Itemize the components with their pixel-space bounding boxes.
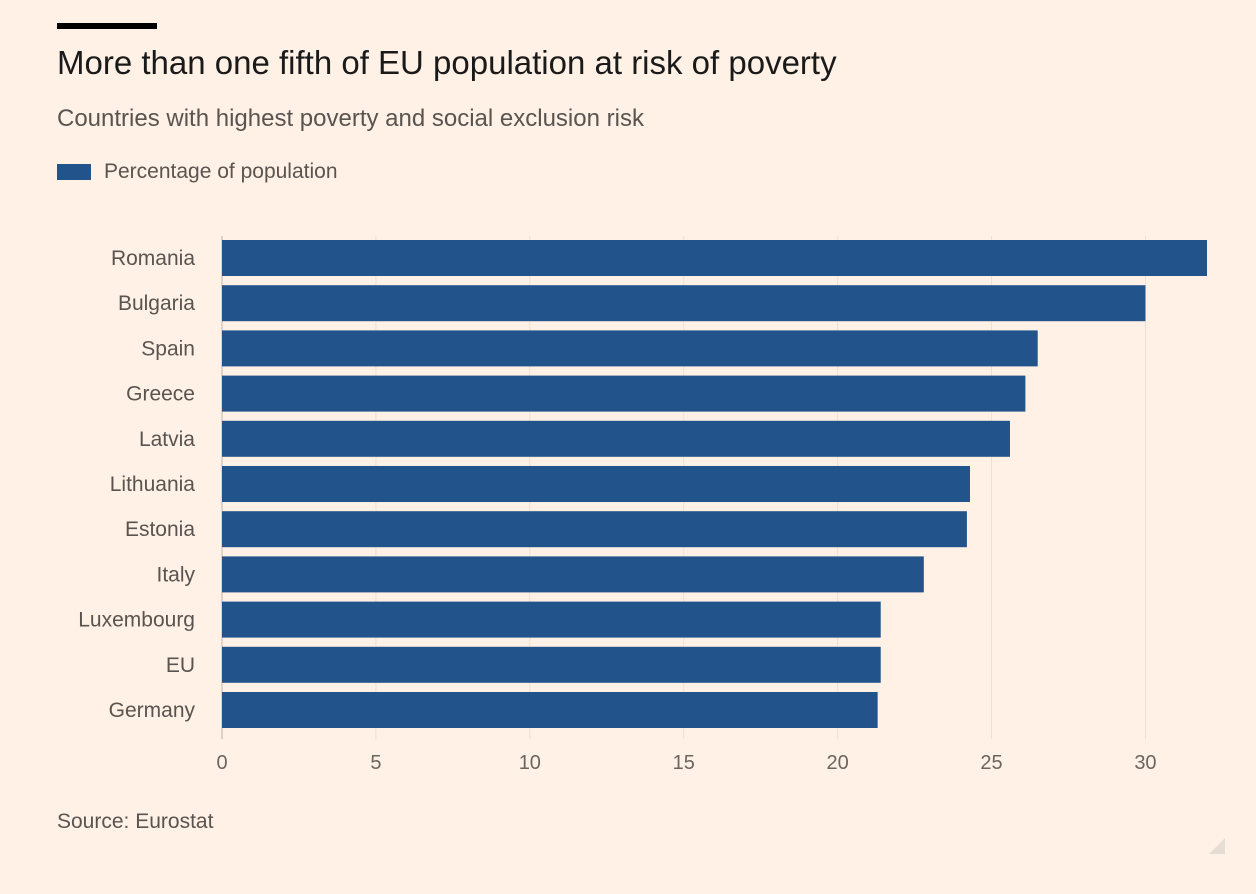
- category-label: Latvia: [139, 428, 195, 451]
- x-tick-label: 5: [370, 752, 381, 774]
- x-tick-label: 10: [519, 752, 541, 774]
- category-label: Estonia: [125, 518, 195, 541]
- category-label: Spain: [141, 337, 195, 360]
- bar-estonia: [222, 511, 967, 548]
- bar-italy: [222, 556, 924, 593]
- bar-eu: [222, 646, 881, 683]
- resize-grip-icon: [1209, 838, 1225, 854]
- x-tick-label: 30: [1134, 752, 1156, 774]
- bar-greece: [222, 375, 1026, 412]
- x-axis-ticks: 0 5 10 15 20 25 30: [216, 752, 1156, 774]
- category-label: Germany: [109, 699, 196, 722]
- category-label-layer: Romania Bulgaria Spain Greece Latvia Lithuani…: [78, 247, 195, 722]
- bar-layer: [222, 240, 1207, 728]
- legend-label: Percentage of population: [104, 160, 338, 183]
- bar-lithuania: [222, 466, 970, 502]
- legend: Percentage of population: [57, 158, 338, 186]
- category-label: Luxembourg: [78, 609, 195, 632]
- source-note: Source: Eurostat: [57, 810, 214, 833]
- bar-germany: [222, 692, 878, 728]
- bar-bulgaria: [222, 285, 1146, 322]
- category-label: Bulgaria: [118, 292, 195, 315]
- chart-title: More than one fifth of EU population at …: [57, 44, 837, 81]
- x-tick-label: 20: [827, 752, 849, 774]
- category-label: Italy: [156, 563, 195, 586]
- bar-spain: [222, 330, 1038, 367]
- category-label: Romania: [111, 247, 195, 270]
- chart-subtitle: Countries with highest poverty and socia…: [57, 105, 644, 132]
- title-rule: [57, 23, 157, 29]
- bar-latvia: [222, 420, 1010, 457]
- x-tick-label: 0: [216, 752, 227, 774]
- category-label: Greece: [126, 383, 195, 406]
- category-label: EU: [166, 654, 195, 677]
- bar-luxembourg: [222, 601, 881, 638]
- legend-swatch: [57, 164, 91, 180]
- x-tick-label: 15: [673, 752, 695, 774]
- category-label: Lithuania: [110, 473, 196, 496]
- bar-romania: [222, 240, 1207, 276]
- x-tick-label: 25: [980, 752, 1002, 774]
